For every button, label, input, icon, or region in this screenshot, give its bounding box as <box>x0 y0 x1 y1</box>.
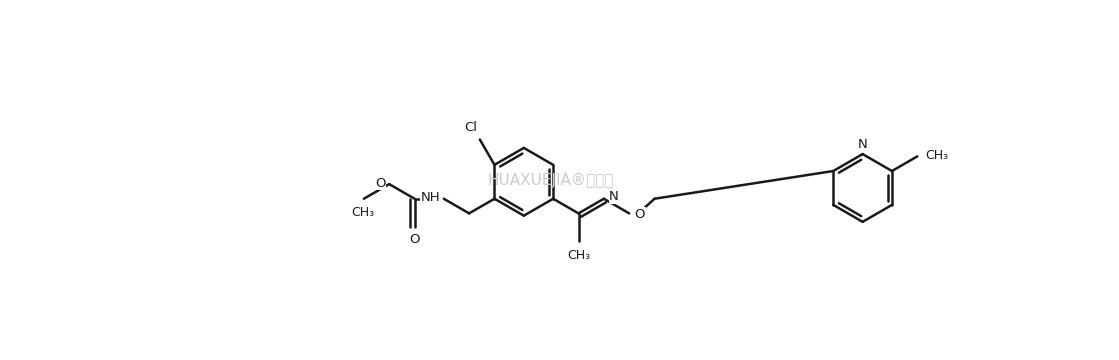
Text: O: O <box>410 234 420 247</box>
Text: CH₃: CH₃ <box>567 249 591 262</box>
Text: N: N <box>858 138 867 151</box>
Text: O: O <box>634 208 645 221</box>
Text: CH₃: CH₃ <box>925 149 948 162</box>
Text: Cl: Cl <box>464 121 478 134</box>
Text: NH: NH <box>421 192 440 204</box>
Text: CH₃: CH₃ <box>350 206 374 219</box>
Text: O: O <box>375 177 385 190</box>
Text: HUAXUEJIA®化学加: HUAXUEJIA®化学加 <box>488 173 614 188</box>
Text: N: N <box>609 190 619 203</box>
